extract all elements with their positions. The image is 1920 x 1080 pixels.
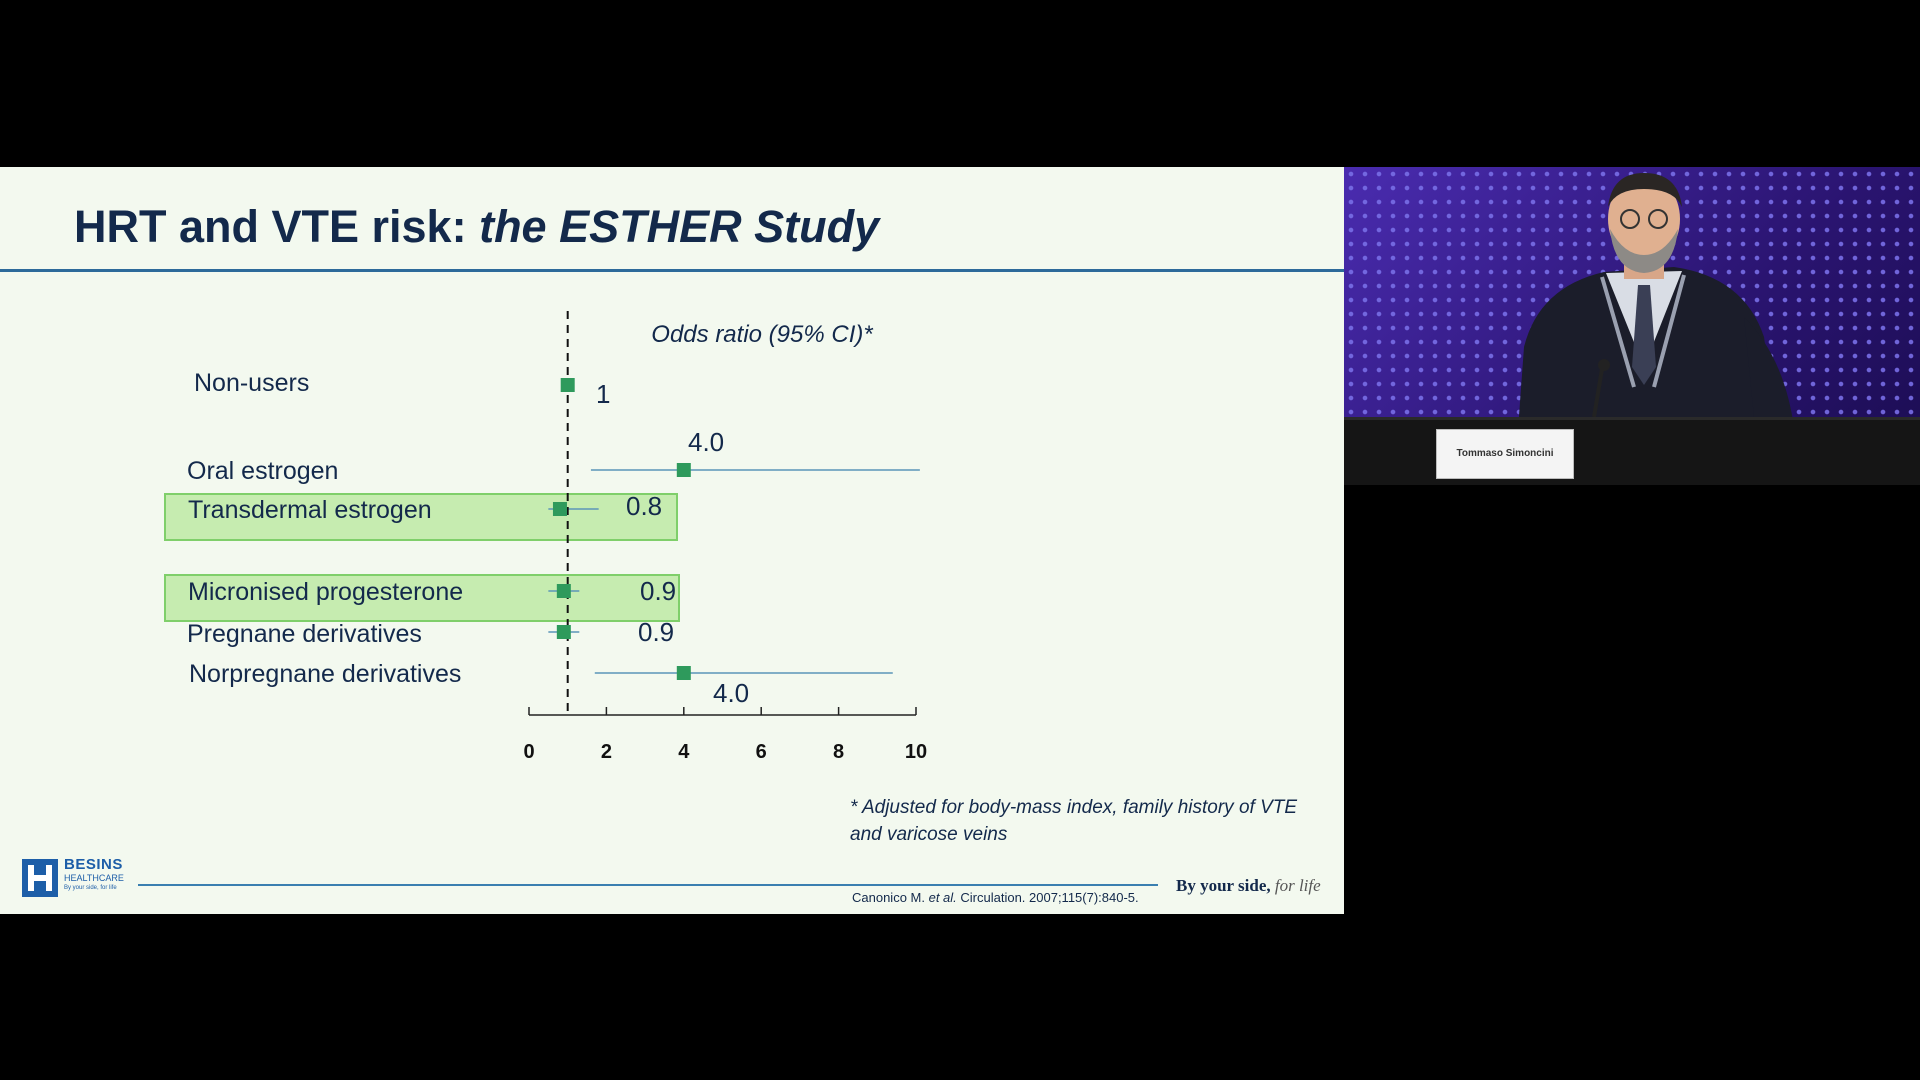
speaker-nameplate: Tommaso Simoncini [1436, 429, 1574, 479]
value-label: 0.8 [626, 491, 662, 521]
forest-plot: 0 2 4 6 8 10 Odds ratio (95% CI)* Non-users 1 Or… [164, 311, 927, 763]
besins-logo: BESINS HEALTHCARE By your side, for life [22, 857, 132, 901]
x-tick-label: 2 [601, 741, 612, 763]
row-highlight [164, 574, 680, 622]
x-tick-label: 0 [523, 741, 534, 763]
value-label: 0.9 [640, 576, 676, 606]
footnote: * Adjusted for body-mass index, family h… [850, 797, 1298, 845]
row-label: Non-users [194, 369, 309, 397]
presentation-slide: HRT and VTE risk: the ESTHER Study 0 2 4 6 8… [0, 167, 1344, 914]
row-label: Transdermal estrogen [188, 496, 432, 524]
row-label: Micronised progesterone [188, 578, 463, 606]
value-label: 0.9 [638, 617, 674, 647]
value-label: 4.0 [713, 678, 749, 708]
slide-title-main: HRT and VTE risk: [74, 201, 480, 252]
or-marker [552, 502, 567, 516]
x-tick-label: 6 [756, 741, 767, 763]
x-tick-label: 8 [833, 741, 844, 763]
citation-author: Canonico M. [852, 890, 929, 905]
podium [1344, 420, 1920, 485]
logo-tagline: By your side, for life [64, 885, 117, 891]
or-marker [676, 463, 691, 477]
speaker-video: Tommaso Simoncini [1344, 167, 1920, 485]
row-label: Norpregnane derivatives [189, 660, 461, 688]
logo-name: BESINS [64, 856, 123, 873]
or-marker [560, 378, 575, 392]
citation: Canonico M. et al. Circulation. 2007;115… [852, 890, 1139, 905]
tagline-script: for life [1270, 876, 1321, 895]
or-marker [556, 625, 571, 639]
or-marker [676, 666, 691, 680]
tagline: By your side, for life [1176, 876, 1321, 896]
speaker-name: Tommaso Simoncini [1456, 448, 1554, 459]
row-label: Pregnane derivatives [187, 620, 422, 648]
citation-rest: Circulation. 2007;115(7):840-5. [956, 890, 1139, 905]
tagline-bold: By your side, [1176, 876, 1271, 895]
title-divider [0, 269, 1344, 272]
footer-divider [138, 884, 1158, 886]
or-marker [556, 584, 571, 598]
value-label: 1 [596, 379, 610, 409]
citation-etal: et al. [928, 890, 957, 905]
besins-logo-mark [22, 859, 58, 897]
slide-title: HRT and VTE risk: the ESTHER Study [74, 201, 879, 253]
logo-sub: HEALTHCARE [64, 873, 124, 883]
slide-title-italic: the ESTHER Study [479, 201, 880, 252]
x-tick-label: 4 [678, 741, 690, 763]
chart-title: Odds ratio (95% CI)* [651, 321, 873, 348]
row-label: Oral estrogen [187, 457, 338, 485]
x-tick-label: 10 [905, 741, 927, 763]
row-highlight [164, 493, 678, 541]
value-label: 4.0 [688, 427, 724, 457]
